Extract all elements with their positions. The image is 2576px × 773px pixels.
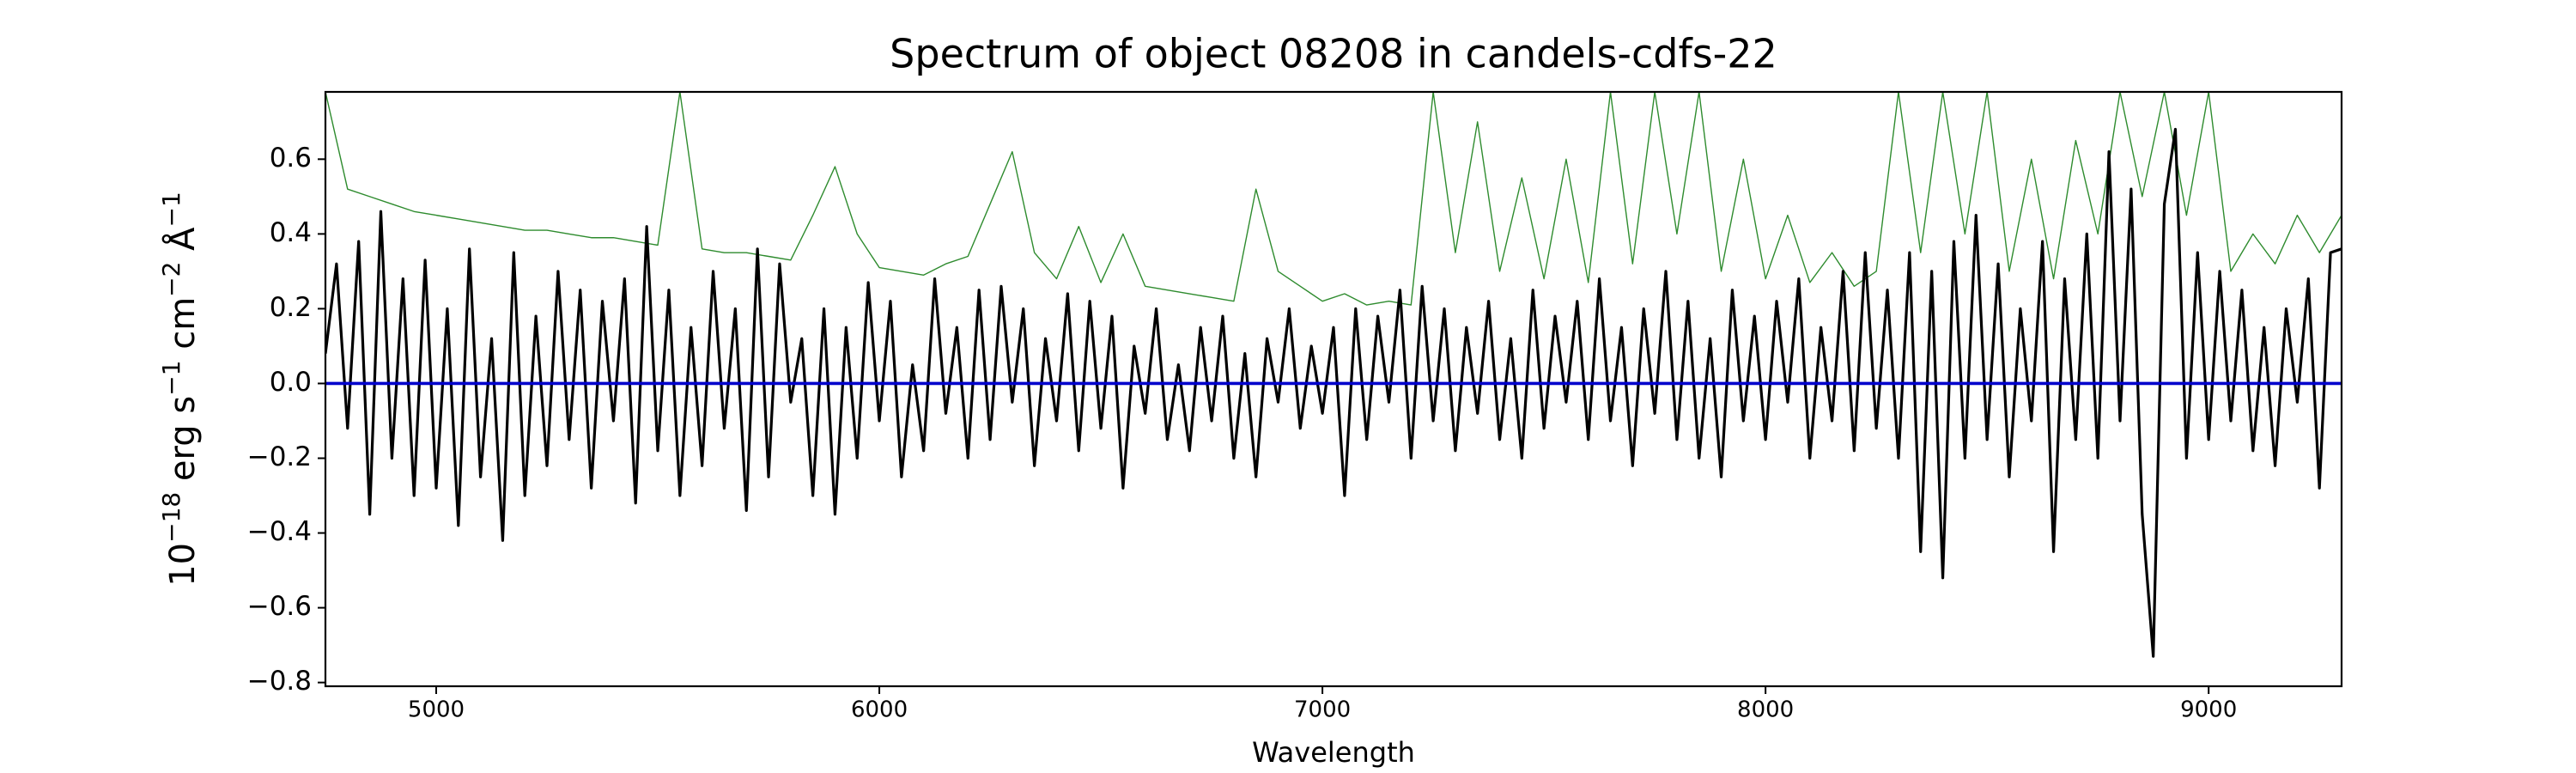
x-axis-label: Wavelength: [1252, 736, 1415, 769]
y-axis-label-part: erg s: [163, 396, 203, 492]
x-tick-label: 8000: [1737, 697, 1794, 723]
y-tick-label: 0.2: [270, 292, 312, 323]
y-axis-label: 10−18 erg s−1 cm−2 Å−1: [157, 192, 203, 587]
y-axis-label-exponent: −2: [157, 262, 185, 297]
y-tick-label: −0.4: [247, 516, 312, 547]
x-tick-label: 5000: [408, 697, 465, 723]
y-axis-label-part: 10: [163, 543, 203, 587]
y-axis-label-part: Å: [161, 227, 203, 262]
x-tick-label: 9000: [2180, 697, 2237, 723]
y-axis-label-exponent: −1: [157, 192, 185, 227]
y-axis-label-exponent: −1: [157, 361, 185, 396]
plot-area: [325, 92, 2342, 658]
x-tick-label: 7000: [1294, 697, 1351, 723]
x-tick-label: 6000: [851, 697, 908, 723]
y-tick-label: −0.8: [247, 666, 312, 697]
y-tick-label: 0.4: [270, 217, 312, 248]
plot-frame: [324, 90, 2343, 688]
y-tick-label: −0.6: [247, 591, 312, 622]
y-tick-label: −0.2: [247, 441, 312, 472]
y-axis-label-part: cm: [163, 297, 203, 361]
y-axis-label-exponent: −18: [157, 492, 185, 543]
y-tick-label: 0.6: [270, 143, 312, 173]
spectrum-line: [325, 92, 2342, 306]
chart-title: Spectrum of object 08208 in candels-cdfs…: [890, 31, 1777, 77]
y-tick-label: 0.0: [270, 367, 312, 398]
spectrum-line: [325, 127, 2342, 658]
